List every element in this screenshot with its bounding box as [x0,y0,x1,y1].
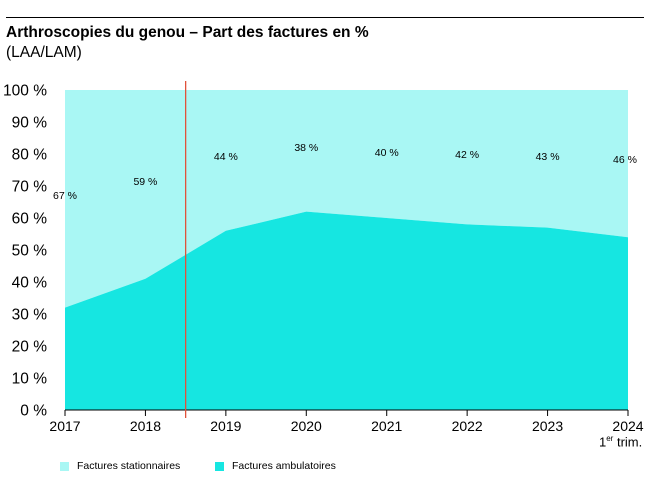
data-label: 59 % [133,176,157,188]
x-tick-label: 2023 [532,418,563,434]
x-tick-label: 2022 [452,418,483,434]
y-tick-label: 100 % [3,83,47,100]
legend-label-stationnaires: Factures stationnaires [77,460,181,472]
x-tick-label: 2020 [291,418,322,434]
y-tick-label: 90 % [12,115,48,132]
data-label: 44 % [214,151,238,163]
series-area-stationnaires [65,90,628,308]
x-tick-label: 2017 [49,418,80,434]
y-tick-label: 20 % [12,339,48,356]
legend-swatch-ambulatoires [215,461,224,471]
chart-title: Arthroscopies du genou – Part des factur… [6,24,369,41]
data-label: 40 % [375,147,399,159]
chart-subtitle: (LAA/LAM) [6,44,82,61]
data-label: 42 % [455,149,479,161]
legend-item-stationnaires: Factures stationnaires [60,460,180,472]
y-tick-label: 30 % [12,307,48,324]
x-tick-label: 2018 [130,418,161,434]
top-rule [6,17,644,18]
y-tick-label: 70 % [12,179,48,196]
data-label: 67 % [53,190,77,202]
data-label: 46 % [613,154,637,166]
x-tick-label: 2021 [371,418,402,434]
x-tick-label: 2019 [210,418,241,434]
y-tick-label: 0 % [20,403,47,420]
legend-swatch-stationnaires [60,461,69,471]
x-tick-label: 2024 [612,418,643,434]
y-tick-label: 10 % [12,371,48,388]
legend-label-ambulatoires: Factures ambulatoires [232,460,336,472]
y-tick-label: 60 % [12,211,48,228]
y-tick-label: 50 % [12,243,48,260]
data-label: 43 % [536,151,560,163]
y-tick-label: 40 % [12,275,48,292]
series-area-ambulatoires [65,211,628,410]
data-label: 38 % [294,142,318,154]
last-category-note: 1er trim. [599,434,643,450]
legend-item-ambulatoires: Factures ambulatoires [215,460,336,472]
y-tick-label: 80 % [12,147,48,164]
